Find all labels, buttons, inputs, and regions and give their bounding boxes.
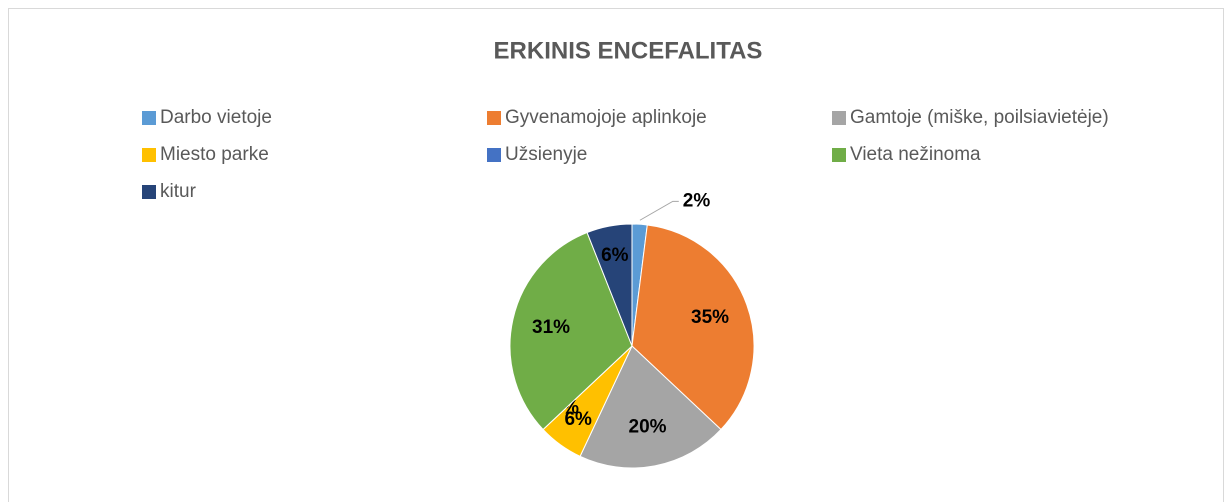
legend-label: kitur [160, 181, 197, 202]
legend-label: Gyvenamojoje aplinkoje [505, 107, 707, 128]
legend-label: Užsienyje [505, 144, 587, 165]
pie-slice [509, 231, 633, 431]
value-label: 6% [601, 245, 629, 266]
value-label: 20% [629, 417, 667, 438]
legend-swatch [142, 111, 156, 125]
pie-slice [586, 223, 633, 347]
legend-label: Vieta nežinoma [850, 144, 981, 165]
value-label: 6% [564, 409, 592, 430]
pie-slice [579, 345, 722, 469]
value-label: 31% [532, 317, 570, 338]
legend-swatch [142, 148, 156, 162]
legend-label: Gamtoje (miške, poilsiavietėje) [850, 107, 1109, 128]
legend-swatch [487, 111, 501, 125]
chart-title: ERKINIS ENCEFALITAS [494, 37, 763, 64]
legend-label: Darbo vietoje [160, 107, 272, 128]
legend-swatch [832, 111, 846, 125]
legend-swatch [142, 185, 156, 199]
legend-label: Miesto parke [160, 144, 269, 165]
leader-line [639, 200, 679, 221]
legend-swatch [487, 148, 501, 162]
legend-swatch [832, 148, 846, 162]
value-label: 2% [683, 190, 711, 211]
pie-slice [631, 224, 755, 431]
value-label: 35% [691, 307, 729, 328]
